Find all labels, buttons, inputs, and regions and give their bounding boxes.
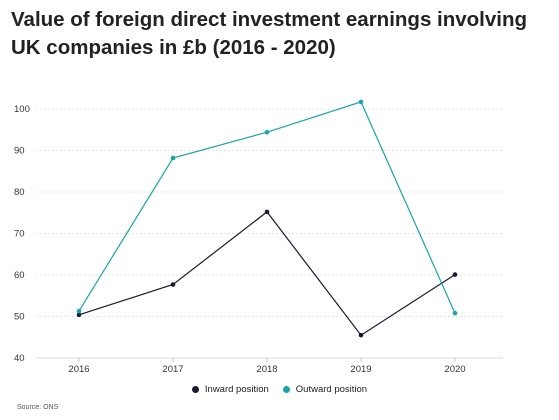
data-point-inward-2020 xyxy=(452,272,458,277)
legend-swatch-inward xyxy=(191,386,199,393)
x-tick-label-2019: 2019 xyxy=(350,364,371,375)
x-tick-label-2020: 2020 xyxy=(444,364,465,375)
series-lines xyxy=(78,101,456,337)
y-tick-label-80: 80 xyxy=(14,187,25,198)
legend-swatch-outward xyxy=(282,386,290,393)
x-tick-label-2018: 2018 xyxy=(256,364,277,375)
legend-label-outward: Outward position xyxy=(295,384,368,395)
gridlines xyxy=(36,108,503,359)
y-tick-label-40: 40 xyxy=(14,353,25,364)
y-tick-label-50: 50 xyxy=(14,312,25,323)
chart-title: Value of foreign direct investment earni… xyxy=(11,8,528,59)
series-line-inward xyxy=(78,211,456,337)
data-point-outward-2018 xyxy=(264,129,270,135)
x-tick-label-2017: 2017 xyxy=(162,364,183,375)
data-point-outward-2019 xyxy=(358,99,364,105)
data-point-inward-2018 xyxy=(264,209,270,215)
y-tick-label-70: 70 xyxy=(14,229,25,240)
legend-item-inward: Inward position xyxy=(191,384,269,395)
x-axis-ticks: 2016 2017 2018 2019 2020 xyxy=(68,358,466,375)
y-axis-ticks: 40 50 60 70 80 90 100 xyxy=(14,104,30,364)
data-point-inward-2016 xyxy=(76,312,82,318)
source-note: Source: ONS xyxy=(17,404,59,411)
y-tick-label-90: 90 xyxy=(14,146,25,157)
legend-item-outward: Outward position xyxy=(282,384,368,395)
legend: Inward position Outward position xyxy=(0,384,559,395)
y-tick-label-60: 60 xyxy=(14,270,25,281)
data-point-outward-2017 xyxy=(170,155,176,161)
y-tick-label-100: 100 xyxy=(14,104,30,115)
x-tick-label-2016: 2016 xyxy=(68,364,89,375)
data-point-outward-2020 xyxy=(452,310,458,316)
series-points xyxy=(76,99,458,338)
data-point-inward-2019 xyxy=(358,332,364,338)
data-point-inward-2017 xyxy=(170,282,176,287)
legend-label-inward: Inward position xyxy=(204,384,269,395)
data-point-outward-2016 xyxy=(76,308,82,314)
